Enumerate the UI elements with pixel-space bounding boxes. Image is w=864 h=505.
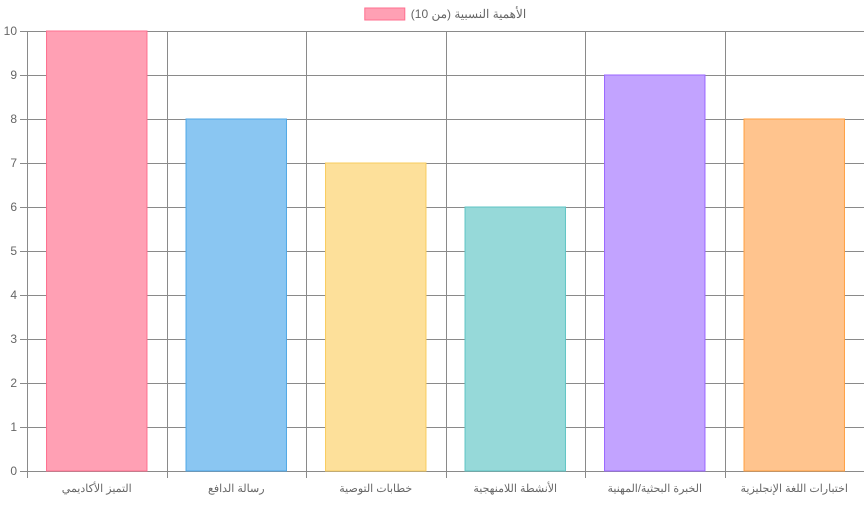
x-tick-label: الأنشطة اللامنهجية xyxy=(473,481,557,495)
x-tick-label: اختبارات اللغة الإنجليزية xyxy=(741,483,848,495)
y-tick-label: 5 xyxy=(10,244,17,258)
legend-label: الأهمية النسبية (من 10) xyxy=(411,6,526,21)
x-axis-ticks: التميز الأكاديمي رسالة الدافع خطابات التوص… xyxy=(62,481,848,495)
legend[interactable]: الأهمية النسبية (من 10) xyxy=(364,6,526,21)
x-tick-label: رسالة الدافع xyxy=(208,483,265,495)
x-tick-label: خطابات التوصية xyxy=(339,483,412,495)
y-tick-label: 0 xyxy=(10,464,17,478)
y-tick-label: 9 xyxy=(10,68,17,82)
y-tick-label: 8 xyxy=(10,112,17,126)
bar[interactable] xyxy=(464,206,566,472)
y-tick-label: 10 xyxy=(4,24,18,38)
y-tick-label: 4 xyxy=(10,288,17,302)
y-tick-label: 2 xyxy=(10,376,17,390)
bar[interactable] xyxy=(46,30,148,472)
y-tick-label: 7 xyxy=(10,156,17,170)
y-tick-label: 1 xyxy=(10,420,17,434)
bar[interactable] xyxy=(185,118,287,472)
y-tick-label: 6 xyxy=(10,200,17,214)
y-tick-label: 3 xyxy=(10,332,17,346)
bars xyxy=(46,30,845,472)
x-tick-label: الخبرة البحثية/المهنية xyxy=(607,483,702,495)
y-axis-ticks: 0 1 2 3 4 5 6 7 8 9 10 xyxy=(4,24,18,478)
bar[interactable] xyxy=(325,162,427,472)
legend-swatch xyxy=(364,7,406,21)
bar[interactable] xyxy=(743,118,845,472)
grid-lines xyxy=(20,31,864,478)
bar[interactable] xyxy=(604,74,706,472)
x-tick-label: التميز الأكاديمي xyxy=(62,481,132,495)
